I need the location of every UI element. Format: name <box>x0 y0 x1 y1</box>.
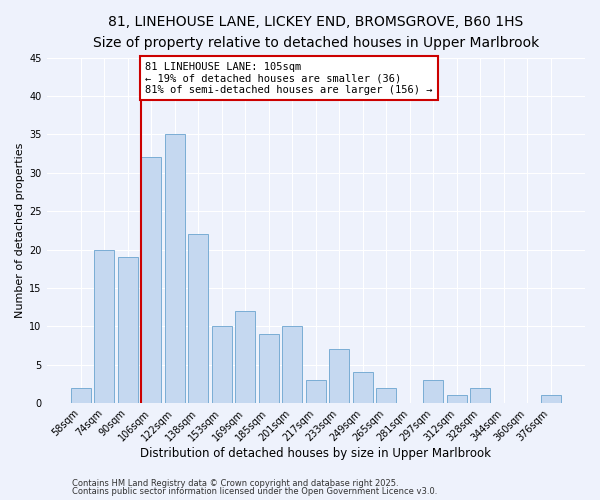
Bar <box>94 250 115 403</box>
Bar <box>235 311 256 403</box>
Bar <box>446 396 467 403</box>
Bar <box>376 388 396 403</box>
Y-axis label: Number of detached properties: Number of detached properties <box>15 142 25 318</box>
Bar <box>283 326 302 403</box>
Text: Contains HM Land Registry data © Crown copyright and database right 2025.: Contains HM Land Registry data © Crown c… <box>72 478 398 488</box>
Text: Contains public sector information licensed under the Open Government Licence v3: Contains public sector information licen… <box>72 487 437 496</box>
X-axis label: Distribution of detached houses by size in Upper Marlbrook: Distribution of detached houses by size … <box>140 447 491 460</box>
Bar <box>423 380 443 403</box>
Title: 81, LINEHOUSE LANE, LICKEY END, BROMSGROVE, B60 1HS
Size of property relative to: 81, LINEHOUSE LANE, LICKEY END, BROMSGRO… <box>92 15 539 50</box>
Bar <box>188 234 208 403</box>
Text: 81 LINEHOUSE LANE: 105sqm
← 19% of detached houses are smaller (36)
81% of semi-: 81 LINEHOUSE LANE: 105sqm ← 19% of detac… <box>145 62 433 94</box>
Bar <box>306 380 326 403</box>
Bar <box>71 388 91 403</box>
Bar <box>118 257 138 403</box>
Bar <box>165 134 185 403</box>
Bar <box>541 396 560 403</box>
Bar <box>212 326 232 403</box>
Bar <box>329 350 349 403</box>
Bar <box>142 158 161 403</box>
Bar <box>353 372 373 403</box>
Bar <box>259 334 279 403</box>
Bar <box>470 388 490 403</box>
